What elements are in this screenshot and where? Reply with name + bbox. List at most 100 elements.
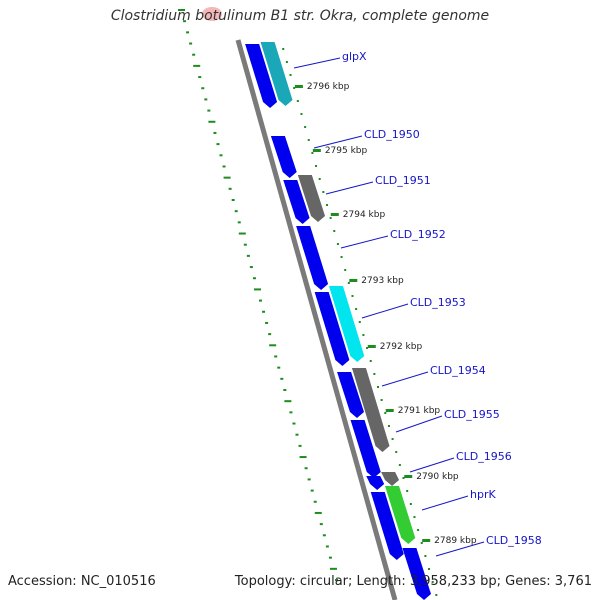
- gene-labels: glpX CLD_1950 CLD_1951 CLD_1952 CLD_1953 CLD_…: [293, 50, 542, 557]
- scale-minor-tick: [428, 568, 431, 570]
- dotted-track-mark: [204, 98, 208, 101]
- scale-tick: [312, 149, 321, 152]
- gene-arrow-cld-1951[interactable]: [297, 175, 326, 222]
- gene-arrow-cld-1958[interactable]: [370, 492, 404, 560]
- dotted-track-mark: [208, 120, 216, 123]
- dotted-track-mark: [237, 221, 241, 224]
- gene-arrow-hprk[interactable]: [366, 476, 385, 490]
- dotted-track-mark: [274, 355, 278, 358]
- dotted-track-mark: [207, 109, 211, 112]
- gene-label[interactable]: hprK: [470, 488, 496, 501]
- dotted-track-mark: [186, 31, 190, 34]
- dotted-track-mark: [304, 467, 308, 470]
- gene-arrow-cld-1952[interactable]: [314, 292, 350, 366]
- scale-minor-tick: [296, 100, 299, 102]
- gene-label[interactable]: CLD_1954: [430, 364, 486, 377]
- scale-minor-tick: [304, 126, 307, 128]
- gene-arrow-cld-1956[interactable]: [381, 472, 400, 486]
- gene-label[interactable]: glpX: [342, 50, 367, 63]
- gene-label-leader: [409, 457, 455, 473]
- scale-minor-tick: [420, 542, 423, 544]
- dotted-track-mark: [223, 176, 231, 179]
- gene-label[interactable]: CLD_1955: [444, 408, 500, 421]
- scale-minor-tick: [322, 191, 325, 193]
- gene-label[interactable]: CLD_1958: [486, 534, 542, 547]
- dotted-track-mark: [298, 444, 302, 447]
- gene-label[interactable]: CLD_1952: [390, 228, 446, 241]
- gene-label-leader: [325, 181, 374, 195]
- scale-minor-tick: [333, 230, 336, 232]
- scale-minor-tick: [293, 87, 296, 89]
- gene-label-leader: [361, 303, 409, 319]
- scale-minor-tick: [282, 48, 285, 50]
- gene-arrow-cld-1950[interactable]: [283, 180, 310, 224]
- gene-arrow-hprk[interactable]: [385, 486, 416, 544]
- scale-minor-tick: [398, 464, 401, 466]
- dotted-track-mark: [325, 545, 329, 548]
- scale-tick-label: 2794 kbp: [343, 210, 386, 220]
- scale-tick: [349, 279, 358, 282]
- gene-label[interactable]: CLD_1953: [410, 296, 466, 309]
- dotted-track-mark: [280, 377, 284, 380]
- scale-minor-tick: [351, 295, 354, 297]
- scale-minor-tick: [387, 425, 390, 427]
- scale-minor-tick: [366, 347, 369, 349]
- scale-minor-tick: [336, 243, 339, 245]
- scale-tick: [294, 85, 303, 88]
- dotted-track-mark: [253, 288, 261, 291]
- gene-label-leader: [313, 135, 363, 149]
- scale-tick-label: 2792 kbp: [380, 342, 423, 352]
- gene-label[interactable]: CLD_1956: [456, 450, 512, 463]
- scale-minor-tick: [373, 373, 376, 375]
- dotted-track-mark: [193, 64, 201, 67]
- dotted-track-mark: [283, 389, 287, 391]
- scale-minor-tick: [384, 412, 387, 414]
- gene-label[interactable]: CLD_1951: [375, 174, 431, 187]
- gene-arrow-cld-1958[interactable]: [402, 548, 431, 600]
- scale-tick: [367, 345, 376, 348]
- dotted-track-mark: [219, 154, 223, 157]
- scale-minor-tick: [435, 594, 438, 596]
- scale-tick-label: 2791 kbp: [398, 406, 441, 416]
- scale-minor-tick: [311, 152, 314, 154]
- gene-arrow-cld-1954[interactable]: [350, 420, 381, 478]
- dotted-track-mark: [268, 333, 272, 336]
- gene-arrow-cld-1950[interactable]: [270, 136, 297, 178]
- dotted-track-mark: [178, 9, 185, 11]
- dotted-track-mark: [269, 344, 277, 347]
- scale-minor-tick: [344, 269, 347, 271]
- pink-marker: [202, 7, 222, 21]
- scale-tick: [404, 475, 413, 478]
- gene-arrow-cld-1954[interactable]: [337, 372, 364, 418]
- scale-tick-label: 2790 kbp: [416, 472, 459, 482]
- dotted-track-mark: [292, 422, 296, 425]
- gene-arrow-cld-1953[interactable]: [328, 286, 365, 362]
- scale-tick: [330, 213, 339, 216]
- dotted-track-mark: [322, 534, 326, 537]
- gene-label[interactable]: CLD_1950: [364, 128, 420, 141]
- dotted-track-mark: [246, 254, 250, 257]
- scale-tick-label: 2795 kbp: [325, 146, 368, 156]
- dotted-track-mark: [192, 53, 196, 56]
- scale-minor-tick: [409, 503, 412, 505]
- scale-minor-tick: [289, 74, 292, 76]
- scale-tick-label: 2789 kbp: [434, 536, 477, 546]
- dotted-track-mark: [319, 523, 323, 526]
- dotted-track-mark: [198, 76, 202, 79]
- gene-arrow-cld-1955[interactable]: [351, 368, 390, 452]
- gene-label-leader: [293, 57, 341, 69]
- gene-arrow-cld-1950[interactable]: [245, 44, 278, 108]
- gene-arrow-cld-1952[interactable]: [296, 226, 329, 290]
- dotted-track-mark: [234, 210, 238, 213]
- gene-arrow-glpx[interactable]: [260, 42, 293, 106]
- dotted-track-mark: [299, 456, 307, 459]
- scale-minor-tick: [347, 282, 350, 284]
- dotted-track-mark: [201, 87, 205, 90]
- scale-minor-tick: [340, 256, 343, 258]
- gene-label-leader: [340, 235, 389, 249]
- dotted-track-mark: [295, 433, 299, 436]
- scale-minor-tick: [377, 386, 380, 388]
- dotted-track-mark: [277, 366, 281, 369]
